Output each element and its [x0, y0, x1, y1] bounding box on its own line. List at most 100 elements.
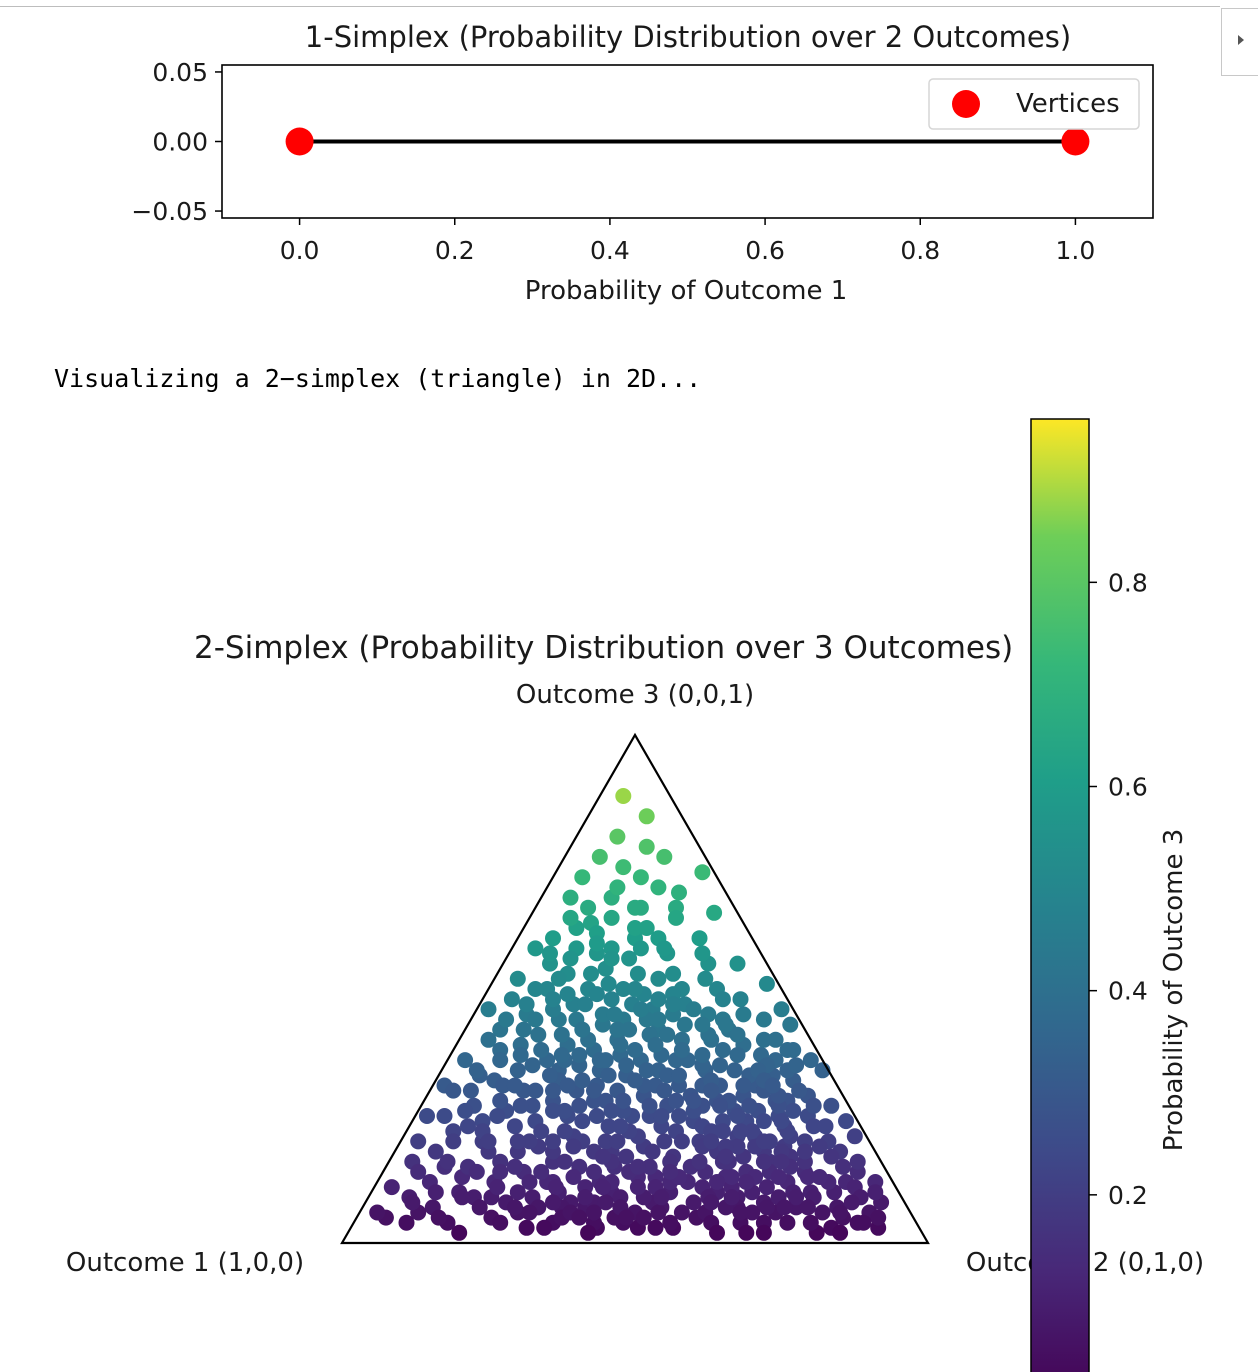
distribution-point [483, 1189, 500, 1206]
distribution-point [451, 1184, 468, 1201]
chart1-xlabel: Probability of Outcome 1 [525, 276, 848, 306]
distribution-point [755, 1224, 772, 1241]
distribution-point [621, 950, 638, 967]
distribution-point [521, 1204, 538, 1221]
distribution-point [682, 1087, 699, 1104]
distribution-point [603, 991, 620, 1008]
distribution-point [559, 1108, 576, 1124]
distribution-point [629, 1158, 646, 1175]
distribution-point [492, 1214, 509, 1231]
distribution-point [545, 1102, 561, 1119]
distribution-point [653, 1118, 670, 1135]
distribution-point [568, 940, 585, 957]
distribution-point [439, 1153, 456, 1170]
distribution-point [621, 1163, 638, 1180]
distribution-point [571, 1158, 588, 1175]
distribution-point [383, 1179, 400, 1196]
distribution-point [755, 1214, 772, 1231]
distribution-point [427, 1184, 444, 1201]
distribution-point [796, 1163, 813, 1180]
distribution-point [709, 1092, 725, 1109]
distribution-point [545, 991, 561, 1008]
distribution-point [676, 1016, 693, 1033]
distribution-point [460, 1158, 476, 1175]
colorbar [1030, 418, 1090, 1372]
distribution-point [512, 1097, 529, 1114]
distribution-point [838, 1174, 854, 1190]
colorbar-tick-label: 0.8 [1108, 568, 1148, 597]
distribution-point [641, 1097, 658, 1114]
distribution-point [638, 808, 655, 825]
distribution-point [509, 970, 526, 987]
distribution-point [814, 1204, 831, 1221]
distribution-point [846, 1179, 863, 1196]
vertex-point [1061, 127, 1090, 156]
distribution-point [545, 1214, 561, 1231]
distribution-point [723, 1169, 740, 1185]
distribution-point [732, 991, 749, 1008]
distribution-point [545, 1082, 561, 1099]
distribution-point [808, 1224, 825, 1241]
distribution-point [588, 1077, 605, 1094]
distribution-point [574, 1113, 591, 1130]
distribution-point [471, 1067, 488, 1084]
distribution-point [547, 1179, 564, 1196]
distribution-point [571, 1097, 588, 1114]
distribution-point [732, 1123, 749, 1140]
output-collapse-button[interactable] [1221, 8, 1258, 76]
distribution-point [398, 1214, 415, 1231]
distribution-point [714, 1042, 731, 1058]
distribution-point [755, 1143, 772, 1160]
distribution-point [559, 1077, 576, 1094]
distribution-point [629, 1128, 646, 1145]
legend-label-vertices: Vertices [1016, 89, 1120, 119]
chart1-ytick-label: 0.05 [152, 58, 208, 87]
distribution-point [591, 1174, 608, 1190]
distribution-point [714, 991, 731, 1008]
distribution-point [591, 1062, 608, 1079]
distribution-point [591, 1052, 608, 1069]
distribution-point [404, 1194, 421, 1211]
distribution-point [603, 1102, 620, 1119]
chart1-xtick-label: 0.0 [280, 236, 320, 265]
distribution-point [489, 1108, 506, 1124]
distribution-point [717, 1199, 734, 1216]
distribution-point [747, 1138, 764, 1155]
console-output-line: Visualizing a 2−simplex (triangle) in 2D… [54, 364, 702, 393]
distribution-point [679, 1174, 696, 1190]
distribution-point [764, 1077, 781, 1094]
distribution-point [691, 930, 708, 947]
distribution-point [697, 1163, 714, 1180]
distribution-point [410, 1133, 427, 1150]
distribution-point [770, 1097, 787, 1114]
distribution-point [755, 1031, 772, 1048]
distribution-point [720, 1092, 737, 1109]
distribution-point [521, 1133, 538, 1150]
distribution-point [556, 1153, 573, 1170]
distribution-point [518, 996, 535, 1013]
distribution-point [524, 1189, 541, 1206]
distribution-point [489, 1179, 506, 1196]
colorbar-tick-label: 0.6 [1108, 773, 1148, 802]
distribution-point [694, 945, 711, 962]
simplex-2-triangle [340, 732, 930, 1245]
distribution-point [632, 1052, 649, 1069]
distribution-point [852, 1189, 869, 1206]
distribution-point [659, 1067, 676, 1084]
distribution-point [700, 955, 717, 972]
distribution-point [673, 1042, 690, 1058]
distribution-point [577, 1189, 594, 1206]
distribution-point [568, 1011, 585, 1028]
distribution-point [506, 1118, 523, 1135]
distribution-point [615, 1102, 632, 1119]
distribution-point [712, 1077, 728, 1094]
distribution-point [729, 1199, 746, 1216]
distribution-point [726, 1062, 743, 1079]
distribution-point [615, 981, 632, 997]
distribution-point [720, 1021, 737, 1038]
distribution-point [509, 1204, 526, 1221]
distribution-point [597, 1194, 614, 1211]
distribution-point [462, 1082, 479, 1099]
distribution-point [805, 1097, 822, 1114]
distribution-point [506, 1199, 523, 1216]
